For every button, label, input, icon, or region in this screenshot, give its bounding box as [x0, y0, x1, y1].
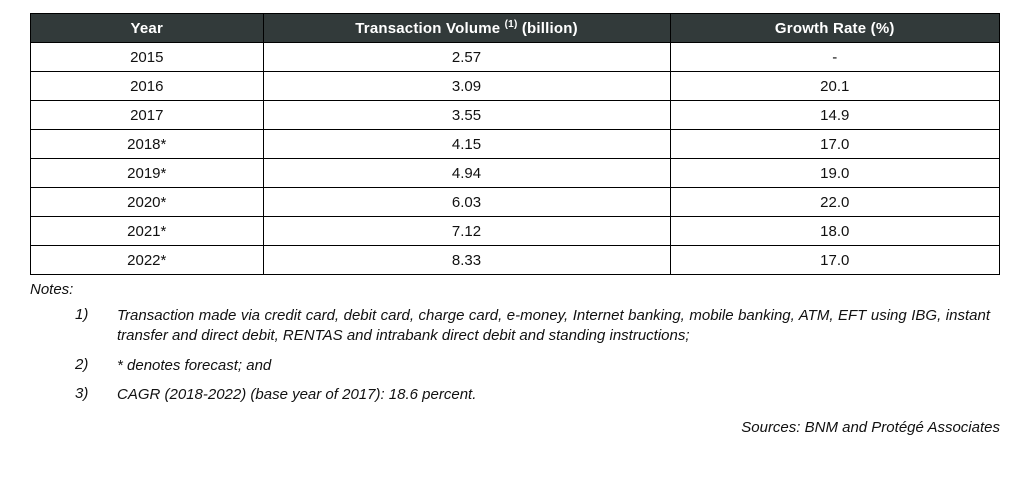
- table-row: 2020* 6.03 22.0: [30, 187, 1001, 217]
- table-header-growth: Growth Rate (%): [669, 13, 1001, 43]
- table-row: 2018* 4.15 17.0: [30, 129, 1001, 159]
- cell-volume: 4.94: [262, 158, 671, 188]
- cell-growth: 14.9: [669, 100, 1001, 130]
- table-row: 2015 2.57 -: [30, 42, 1001, 72]
- cell-growth: 18.0: [669, 216, 1001, 246]
- cell-year: 2021*: [30, 216, 264, 246]
- table-row: 2022* 8.33 17.0: [30, 245, 1001, 275]
- table-row: 2021* 7.12 18.0: [30, 216, 1001, 246]
- cell-volume: 3.09: [262, 71, 671, 101]
- cell-year: 2016: [30, 71, 264, 101]
- note-text: CAGR (2018-2022) (base year of 2017): 18…: [117, 385, 477, 403]
- table-row: 2017 3.55 14.9: [30, 100, 1001, 130]
- header-volume-text: Transaction Volume: [355, 19, 505, 37]
- cell-year: 2018*: [30, 129, 264, 159]
- header-volume-footnote-ref: (1): [504, 18, 518, 30]
- cell-growth: 22.0: [669, 187, 1001, 217]
- table-row: 2019* 4.94 19.0: [30, 158, 1001, 188]
- cell-year: 2022*: [30, 245, 264, 275]
- cell-growth: 19.0: [669, 158, 1001, 188]
- note-item-1: 1) Transaction made via credit card, deb…: [75, 306, 990, 347]
- table-header-row: Year Transaction Volume (1) (billion) Gr…: [30, 13, 1001, 43]
- cell-volume: 2.57: [262, 42, 671, 72]
- note-item-2: 2) * denotes forecast; and: [75, 356, 990, 376]
- cell-year: 2019*: [30, 158, 264, 188]
- cell-volume: 8.33: [262, 245, 671, 275]
- note-number: 3): [75, 384, 89, 402]
- notes-section: Notes: 1) Transaction made via credit ca…: [30, 281, 1000, 405]
- cell-volume: 7.12: [262, 216, 671, 246]
- cell-year: 2015: [30, 42, 264, 72]
- note-item-3: 3) CAGR (2018-2022) (base year of 2017):…: [75, 385, 990, 405]
- table-header-volume: Transaction Volume (1) (billion): [262, 13, 671, 43]
- note-number: 1): [75, 306, 89, 323]
- cell-year: 2017: [30, 100, 264, 130]
- notes-title: Notes:: [30, 281, 74, 298]
- cell-volume: 6.03: [262, 187, 671, 217]
- table-row: 2016 3.09 20.1: [30, 71, 1001, 101]
- cell-volume: 3.55: [262, 100, 671, 130]
- note-number: 2): [75, 355, 89, 373]
- transaction-volume-table: Year Transaction Volume (1) (billion) Gr…: [30, 13, 1001, 275]
- cell-growth: 17.0: [669, 129, 1001, 159]
- note-text: Transaction made via credit card, debit …: [117, 307, 990, 345]
- note-text: * denotes forecast; and: [117, 356, 272, 374]
- cell-growth: 20.1: [669, 71, 1001, 101]
- cell-growth: 17.0: [669, 245, 1001, 275]
- cell-year: 2020*: [30, 187, 264, 217]
- sources-line: Sources: BNM and Protégé Associates: [741, 419, 1000, 436]
- cell-growth: -: [669, 42, 1001, 72]
- table-header-year: Year: [30, 13, 264, 43]
- header-volume-suffix: (billion): [517, 19, 578, 37]
- cell-volume: 4.15: [262, 129, 671, 159]
